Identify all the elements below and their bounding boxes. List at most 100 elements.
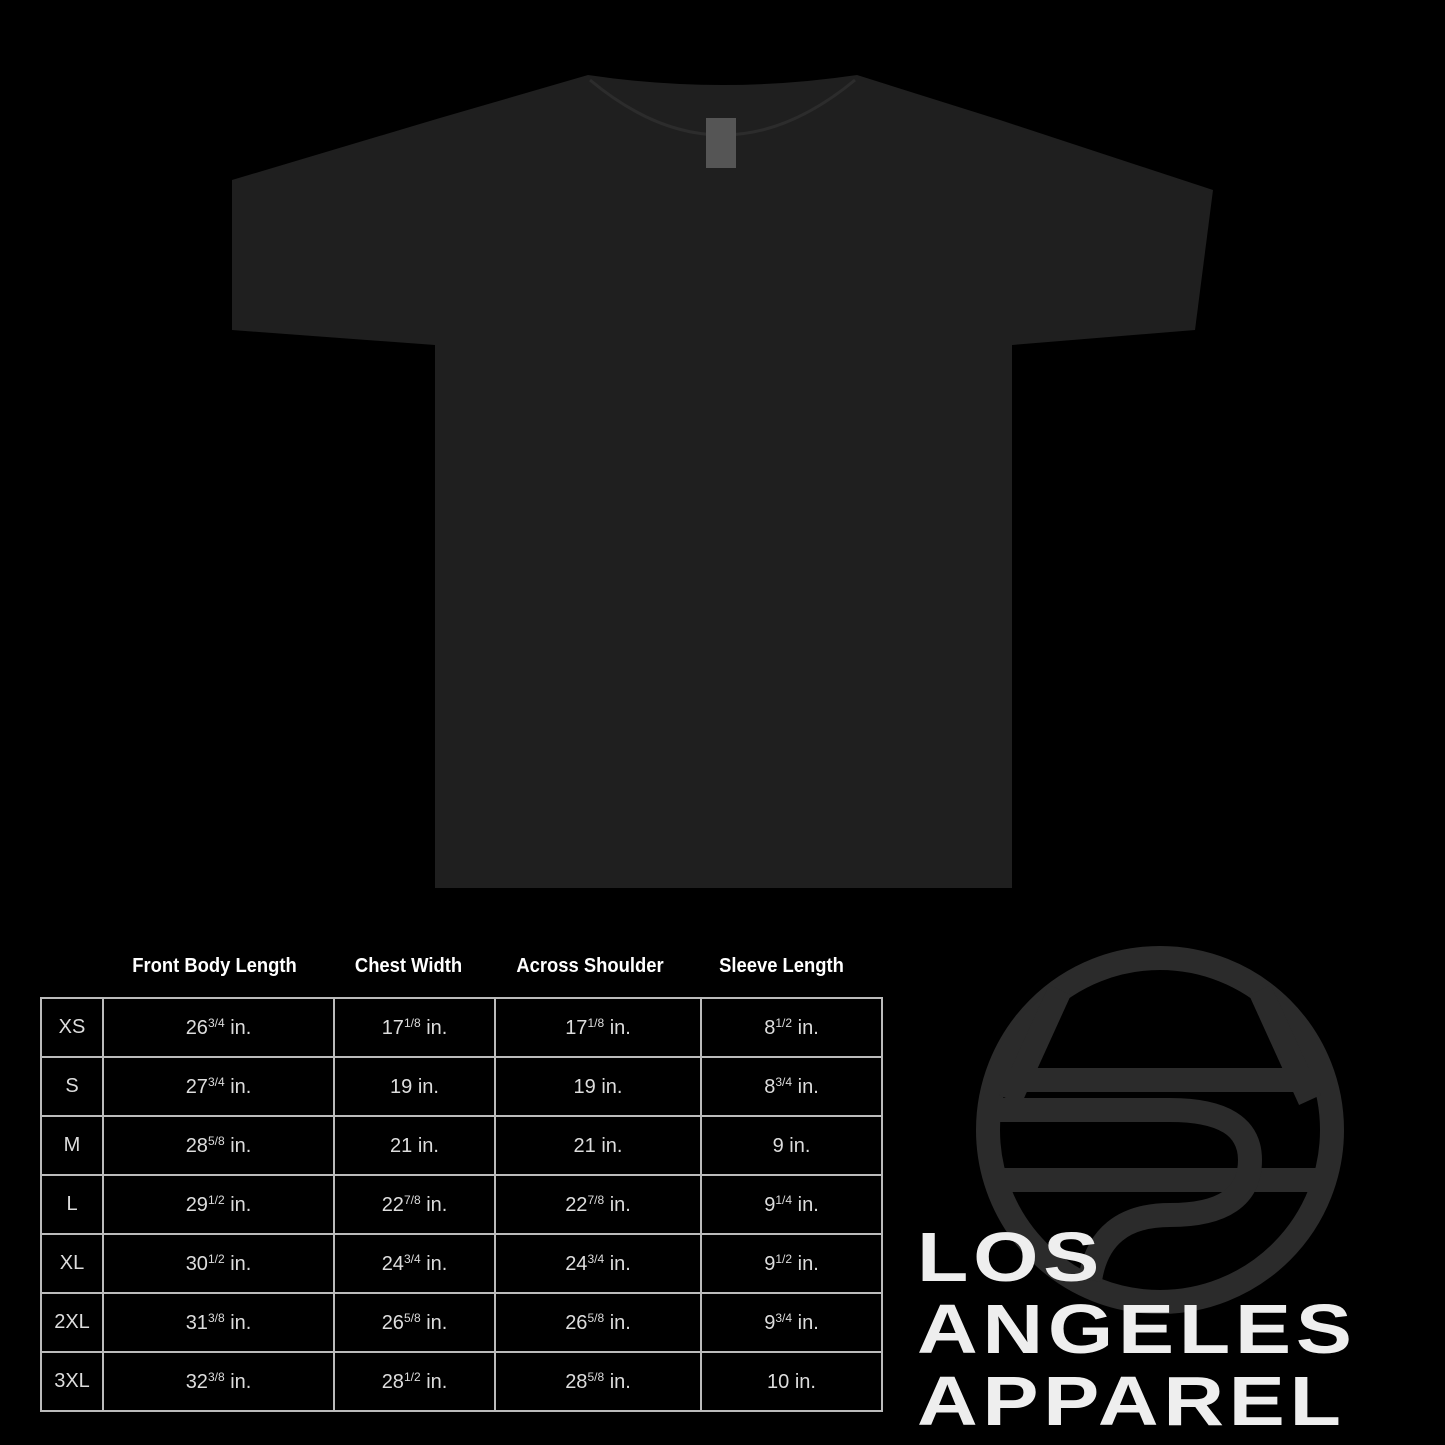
measurement-cell: 19 in. [333,1056,496,1117]
t-shirt-image [232,75,1213,888]
measurement-cell: 243/4 in. [333,1233,496,1294]
size-row: XL 301/2 in. 243/4 in. 243/4 in. 91/2 in. [40,1233,883,1294]
whole: 10 [767,1370,790,1393]
measurement-cell: 91/2 in. [700,1233,883,1294]
measurement-cell: 10 in. [700,1351,883,1412]
size-label: L [40,1174,104,1235]
unit: in. [609,1311,631,1334]
fraction: 7/8 [403,1192,421,1207]
unit: in. [797,1193,819,1216]
measurement-cell: 9 in. [700,1115,883,1176]
fraction: 7/8 [587,1192,605,1207]
unit: in. [230,1075,252,1098]
unit: in. [230,1252,252,1275]
size-row: 2XL 313/8 in. 265/8 in. 265/8 in. 93/4 in. [40,1292,883,1353]
unit: in. [797,1311,819,1334]
whole: 28 [381,1370,404,1393]
unit: in. [609,1193,631,1216]
measurement-cell: 243/4 in. [494,1233,702,1294]
column-header: Across Shoulder [516,955,664,977]
measurement-cell: 285/8 in. [494,1351,702,1412]
measurement-cell: 263/4 in. [102,997,335,1058]
fraction: 3/4 [775,1074,793,1089]
measurement-cell: 323/8 in. [102,1351,335,1412]
fraction: 3/4 [207,1015,225,1030]
measurement-cell: 291/2 in. [102,1174,335,1235]
whole: 32 [185,1370,208,1393]
size-label: 2XL [40,1292,104,1353]
fraction: 5/8 [403,1310,421,1325]
unit: in. [417,1134,439,1157]
size-label: XS [40,997,104,1058]
measurement-cell: 91/4 in. [700,1174,883,1235]
fraction: 3/8 [207,1310,225,1325]
fraction: 3/8 [207,1369,225,1384]
measurement-cell: 265/8 in. [494,1292,702,1353]
fraction: 3/4 [403,1251,421,1266]
measurement-cell: 265/8 in. [333,1292,496,1353]
whole: 24 [381,1252,404,1275]
unit: in. [230,1193,252,1216]
size-label: M [40,1115,104,1176]
whole: 19 [573,1075,596,1098]
whole: 8 [764,1075,776,1098]
column-header: Front Body Length [132,955,297,977]
fraction: 1/2 [775,1015,793,1030]
unit: in. [609,1016,631,1039]
whole: 9 [764,1311,776,1334]
size-label: S [40,1056,104,1117]
size-row: M 285/8 in. 21 in. 21 in. 9 in. [40,1115,883,1176]
unit: in. [417,1075,439,1098]
size-label: XL [40,1233,104,1294]
whole: 22 [565,1193,588,1216]
unit: in. [426,1370,448,1393]
whole: 8 [764,1016,776,1039]
whole: 21 [573,1134,596,1157]
measurement-cell: 19 in. [494,1056,702,1117]
size-row: 3XL 323/8 in. 281/2 in. 285/8 in. 10 in. [40,1351,883,1412]
unit: in. [601,1075,623,1098]
whole: 17 [565,1016,588,1039]
size-row: XS 263/4 in. 171/8 in. 171/8 in. 81/2 in. [40,997,883,1058]
measurement-cell: 81/2 in. [700,997,883,1058]
fraction: 5/8 [207,1133,225,1148]
whole: 24 [565,1252,588,1275]
column-header: Chest Width [354,955,463,977]
measurement-cell: 227/8 in. [333,1174,496,1235]
whole: 19 [390,1075,413,1098]
unit: in. [426,1311,448,1334]
fraction: 3/4 [587,1251,605,1266]
whole: 9 [772,1134,784,1157]
whole: 29 [185,1193,208,1216]
measurement-cell: 313/8 in. [102,1292,335,1353]
unit: in. [426,1193,448,1216]
unit: in. [601,1134,623,1157]
fraction: 1/2 [775,1251,793,1266]
whole: 28 [565,1370,588,1393]
t-shirt-body [232,75,1213,888]
size-row: L 291/2 in. 227/8 in. 227/8 in. 91/4 in. [40,1174,883,1235]
measurement-cell: 285/8 in. [102,1115,335,1176]
unit: in. [230,1016,252,1039]
unit: in. [230,1370,252,1393]
measurement-cell: 171/8 in. [494,997,702,1058]
fraction: 1/2 [207,1251,225,1266]
unit: in. [426,1016,448,1039]
whole: 31 [185,1311,208,1334]
whole: 27 [185,1075,208,1098]
fraction: 1/2 [207,1192,225,1207]
size-row: S 273/4 in. 19 in. 19 in. 83/4 in. [40,1056,883,1117]
fraction: 3/4 [207,1074,225,1089]
measurement-cell: 273/4 in. [102,1056,335,1117]
measurement-cell: 227/8 in. [494,1174,702,1235]
fraction: 1/2 [403,1369,421,1384]
whole: 26 [565,1311,588,1334]
unit: in. [797,1252,819,1275]
measurement-cell: 21 in. [494,1115,702,1176]
fraction: 5/8 [587,1369,605,1384]
unit: in. [797,1016,819,1039]
unit: in. [230,1311,252,1334]
brand-line-1: LOS [917,1218,1105,1296]
fraction: 1/4 [775,1192,793,1207]
